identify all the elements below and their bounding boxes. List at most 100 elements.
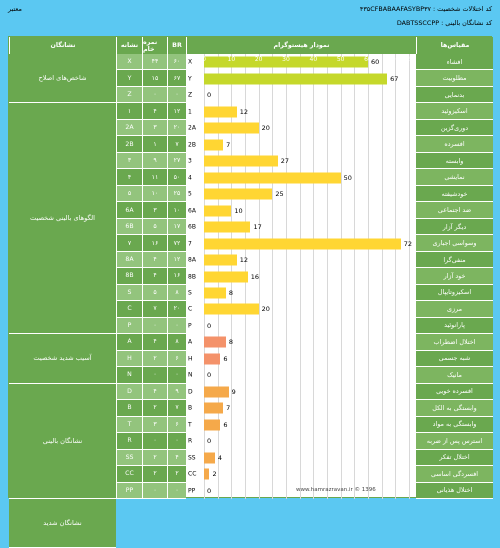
br-score-cell: ۱۰ <box>167 202 186 219</box>
tick-labels: 0 10 20 30 40 50 60 70 75 <box>186 56 416 67</box>
category-label: S <box>188 289 192 297</box>
sign-cell: N <box>116 367 142 384</box>
tick-label: 50 <box>336 56 345 63</box>
raw-score-cell: ۰ <box>142 433 167 450</box>
category-label: PP <box>188 487 196 495</box>
category-label: Z <box>188 91 193 99</box>
scale-name-cell: افسرده خویی <box>416 383 493 401</box>
br-score-cell: ۸ <box>167 334 186 351</box>
sign-cell: ۳ <box>116 152 142 170</box>
bar <box>204 106 237 118</box>
grid-line <box>258 54 260 499</box>
raw-score-cell: ۱ <box>142 136 167 153</box>
scale-name-cell: افسردگی اساسی <box>416 466 493 483</box>
grid-line <box>272 54 274 499</box>
header-br: BR <box>167 37 186 54</box>
clinical-code-label: کد نشانگان بالینی : <box>441 18 492 27</box>
bar-value-label: 16 <box>250 272 259 281</box>
br-score-cell: ۰ <box>167 86 186 104</box>
raw-score-cell: ۹ <box>142 152 167 170</box>
category-label: T <box>188 421 192 429</box>
bar-value-label: 8 <box>228 288 233 297</box>
scale-name-cell: وابستگی به مواد <box>416 416 493 434</box>
scale-name-cell: منفی‌گرا <box>416 251 493 269</box>
br-score-cell: ۸ <box>167 284 186 302</box>
scale-name-cell: افشاء <box>416 54 493 71</box>
sign-cell: CC <box>116 466 142 483</box>
sign-cell: T <box>116 416 142 434</box>
grid-line <box>395 54 397 499</box>
bar <box>204 139 224 151</box>
category-label: 4 <box>188 174 192 182</box>
results-table: نشانگان نشانه نمره خام BR نمودار هیستوگر… <box>8 36 493 548</box>
sign-cell: 2B <box>116 136 142 153</box>
group-cell: نشانگان بالینی <box>9 383 116 499</box>
bar-value-label: 7 <box>226 140 231 149</box>
scale-name-cell: پارانوئید <box>416 317 493 335</box>
category-label: R <box>188 437 193 445</box>
scale-name-cell: شبه جسمی <box>416 350 493 368</box>
tick-label: 30 <box>282 56 290 63</box>
sign-cell: R <box>116 433 142 450</box>
grid-line <box>409 54 410 499</box>
raw-score-cell: ۱۰ <box>142 185 167 203</box>
tick-label: 0 <box>202 56 206 63</box>
scale-name-cell: بدنمایی <box>416 86 493 104</box>
tick-label: 10 <box>227 56 236 63</box>
sign-cell: 8A <box>116 251 142 269</box>
raw-score-cell: ۳ <box>142 119 167 137</box>
category-label: X <box>188 58 193 66</box>
personality-code-value: ۴۳۵CFBABAAFASYBP۳۷ <box>359 4 431 13</box>
sign-cell: ۷ <box>116 235 142 252</box>
raw-score-cell: ۳ <box>142 416 167 434</box>
category-label: 2A <box>188 124 196 132</box>
bar-value-label: 72 <box>403 239 413 248</box>
br-score-cell: ۲۰ <box>167 301 186 318</box>
bar <box>204 353 221 365</box>
category-label: SS <box>188 454 196 462</box>
grid-line <box>381 54 383 499</box>
category-label: C <box>188 305 193 313</box>
bar <box>204 56 368 68</box>
scale-name-cell: وابسته <box>416 152 493 170</box>
br-score-cell: ۲۵ <box>167 185 186 203</box>
sign-cell: S <box>116 284 142 302</box>
sign-cell: PP <box>116 482 142 499</box>
bar-value-label: 10 <box>234 206 243 215</box>
category-label: 7 <box>188 240 192 248</box>
br-score-cell: ۱۲ <box>167 251 186 269</box>
scale-name-cell: نمایشی <box>416 169 493 186</box>
br-score-cell: ۲۰ <box>167 119 186 137</box>
raw-score-cell: ۲ <box>142 350 167 368</box>
scale-name-cell: اسکیزوئید <box>416 103 493 120</box>
raw-score-cell: ۱۱ <box>142 169 167 186</box>
br-score-cell: ۶۰ <box>167 54 186 71</box>
scale-name-cell: مرزی <box>416 301 493 318</box>
category-label: 1 <box>188 108 192 116</box>
bar-value-label: 0 <box>207 371 212 380</box>
bar-value-label: 20 <box>261 124 270 133</box>
personality-code-label: کد اختلالات شخصیت : <box>433 4 492 13</box>
header-histogram: نمودار هیستوگرام <box>186 37 416 54</box>
bar-value-label: 4 <box>217 453 223 462</box>
category-label: 6B <box>188 223 196 231</box>
scale-name-cell: اختلال اضطراب <box>416 334 493 351</box>
grid-line <box>340 54 342 499</box>
br-score-cell: ۰ <box>167 317 186 335</box>
raw-score-cell: ۲ <box>142 400 167 417</box>
sign-cell: B <box>116 400 142 417</box>
scale-name-cell: دوری‌گزین <box>416 119 493 137</box>
bar-value-label: 9 <box>231 387 236 396</box>
bar <box>204 155 278 167</box>
tick-label: 20 <box>254 56 263 63</box>
sign-cell: 6B <box>116 218 142 236</box>
sign-cell: Y <box>116 70 142 87</box>
clinical-code-value: DABTSSCCPP <box>396 18 440 27</box>
grid-line <box>327 54 328 499</box>
category-label: 5 <box>188 190 192 198</box>
bar-value-label: 2 <box>212 470 217 479</box>
category-label: D <box>188 388 193 396</box>
sign-cell: X <box>116 54 142 71</box>
bar <box>204 221 251 233</box>
bar <box>204 122 259 134</box>
